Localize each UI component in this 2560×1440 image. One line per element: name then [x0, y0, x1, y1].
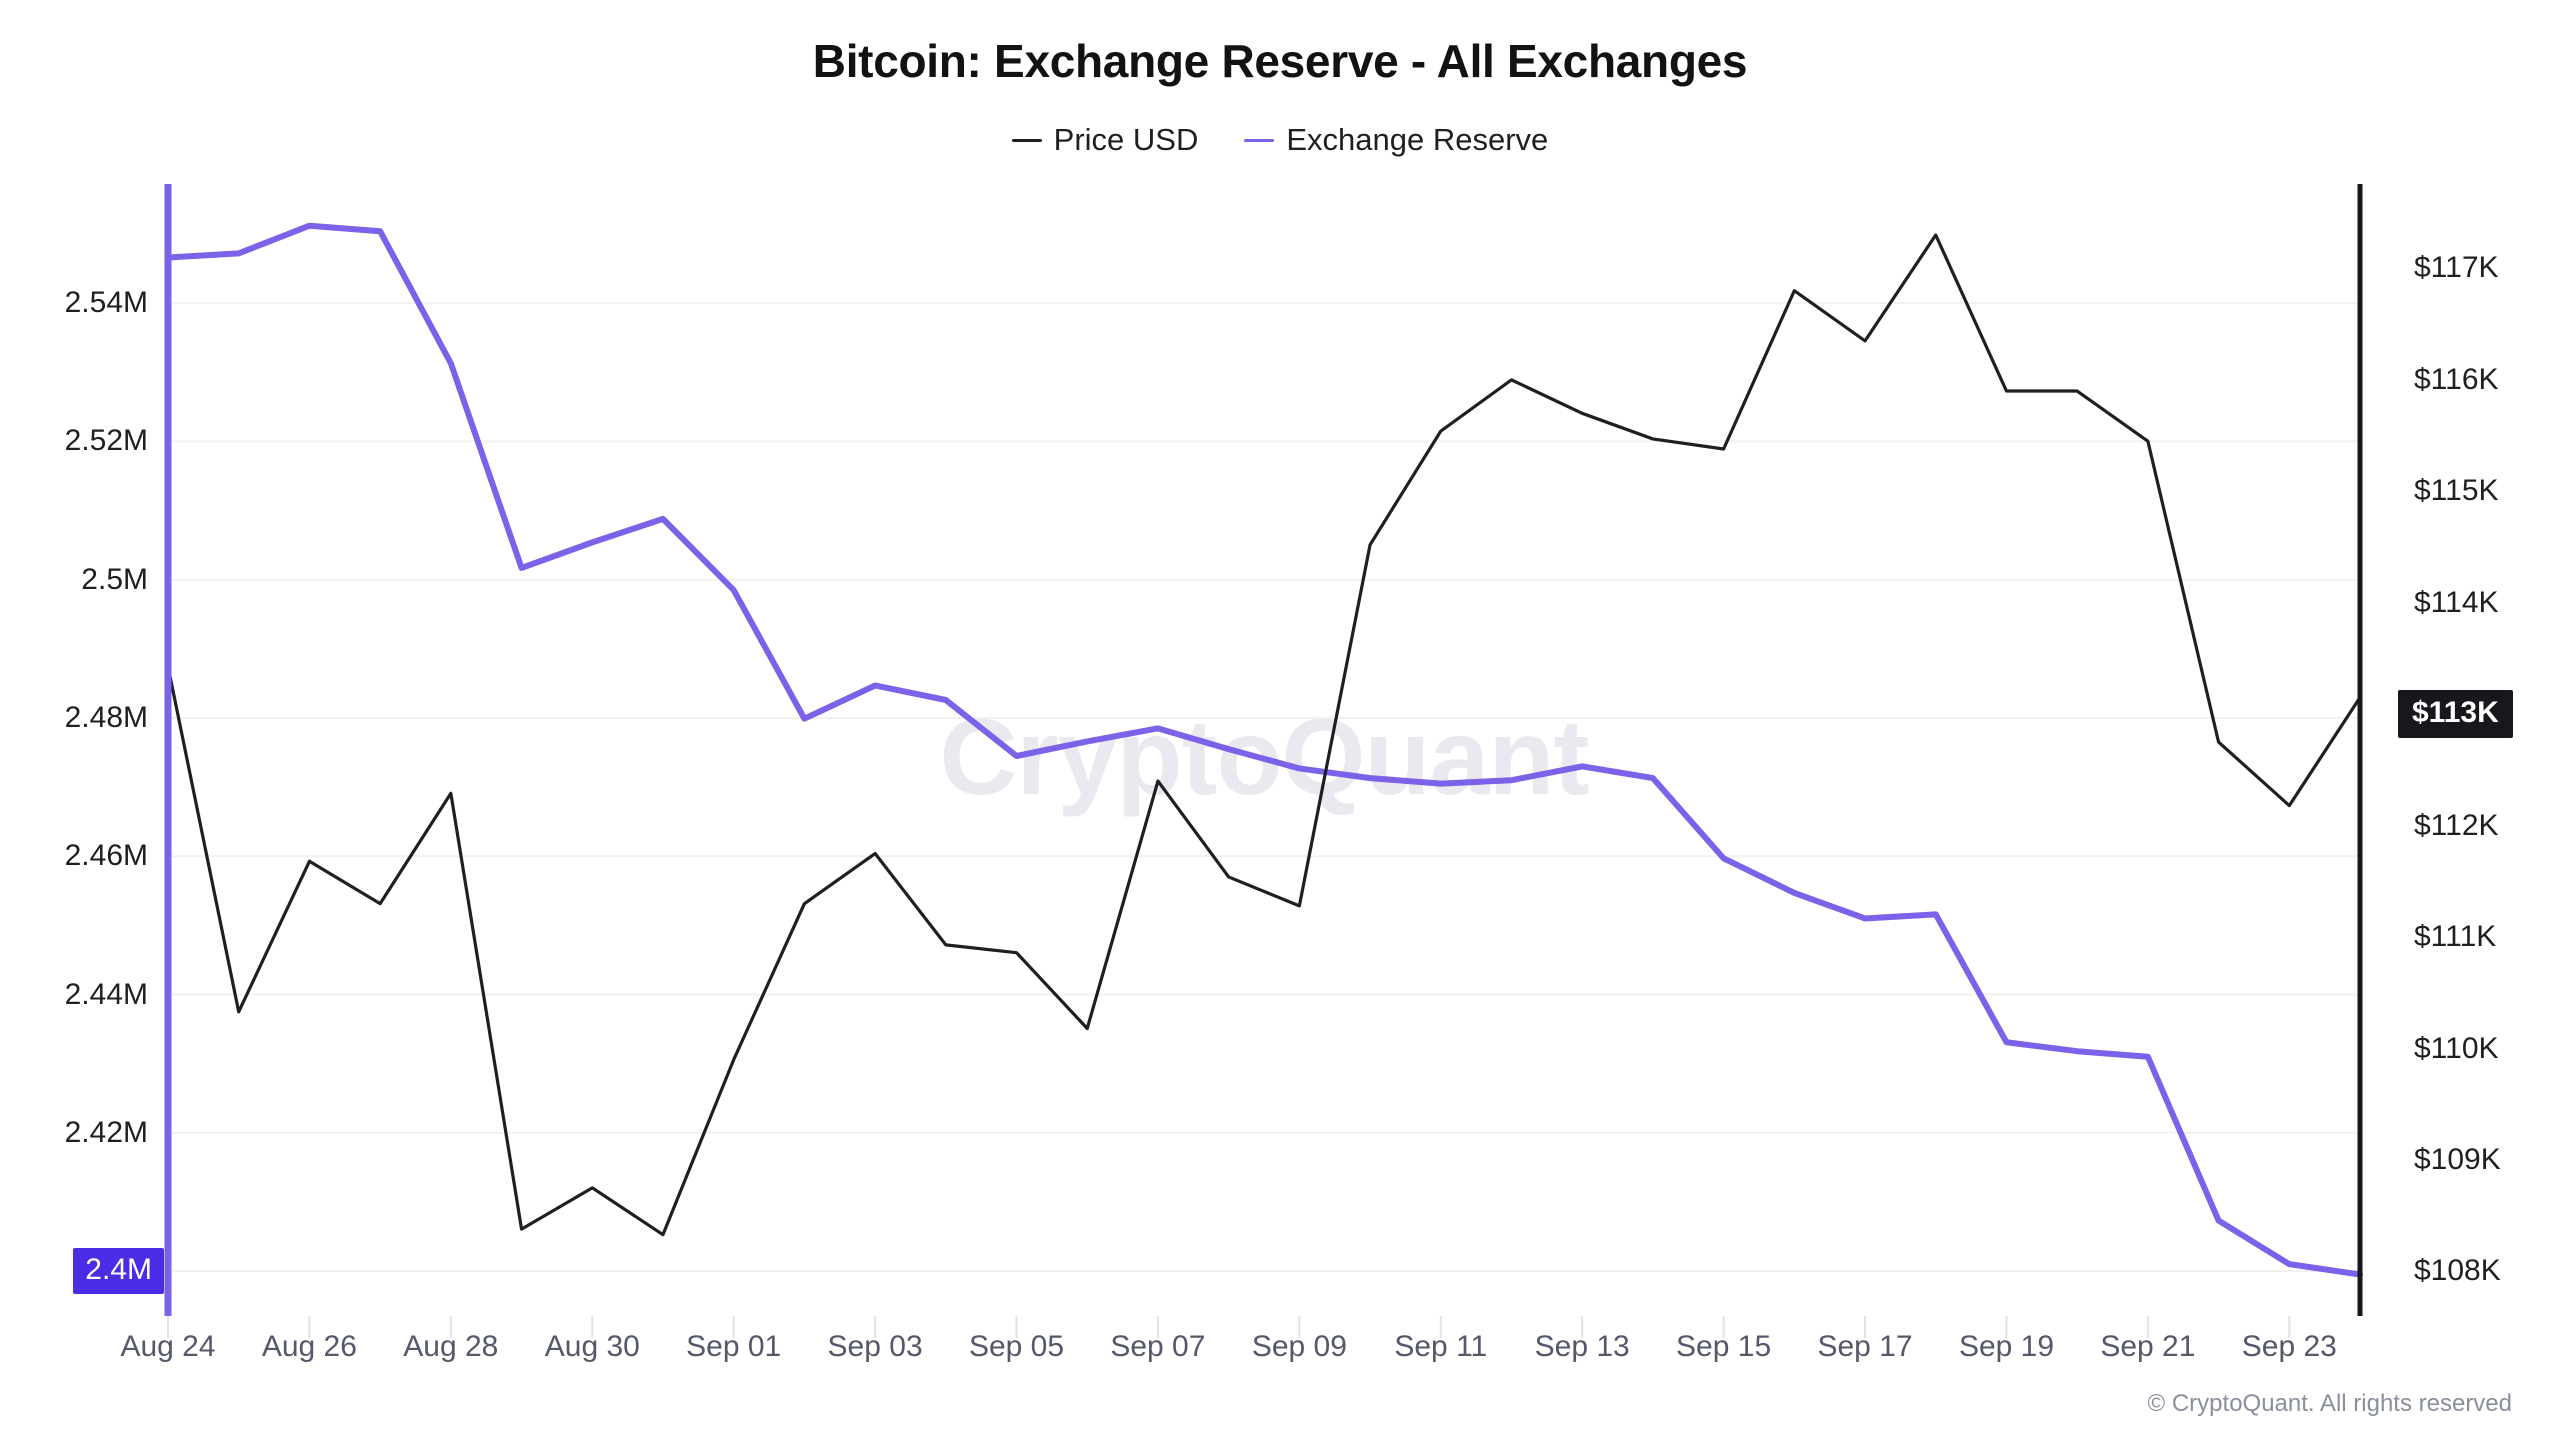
x-axis-tick: Sep 23	[2241, 1330, 2337, 1363]
y-axis-left: 2.54M 2.52M 2.5M 2.48M 2.46M 2.44M 2.42M 2.4M	[0, 196, 170, 1316]
y-axis-right-tick: $112K	[2414, 808, 2499, 842]
y-axis-right-tick: $116K	[2414, 362, 2499, 396]
x-axis-tick: Sep 11	[1394, 1330, 1488, 1363]
y-axis-right-tick: $110K	[2414, 1031, 2499, 1065]
y-axis-right-tick: $109K	[2414, 1143, 2501, 1176]
y-axis-right-tick: $113K	[2398, 690, 2513, 739]
legend-item-price-usd[interactable]: Price USD	[1011, 122, 1199, 158]
y-axis-left-tick: 2.42M	[64, 1115, 148, 1149]
y-axis-left-tick: 2.46M	[64, 839, 148, 873]
legend-item-exchange-reserve[interactable]: Exchange Reserve	[1244, 122, 1548, 158]
x-axis-tick: Sep 07	[1110, 1330, 1206, 1363]
y-axis-left-tick: 2.48M	[64, 701, 148, 734]
footer-copyright: © CryptoQuant. All rights reserved	[2147, 1390, 2513, 1417]
x-axis-tick: Sep 09	[1251, 1330, 1347, 1363]
x-axis-tick: Sep 01	[686, 1330, 782, 1363]
plot-area: CryptoQuant	[164, 184, 2363, 1338]
legend-swatch-exchange-reserve	[1244, 138, 1275, 142]
y-axis-left-tick: 2.52M	[64, 424, 148, 458]
legend-label-price-usd: Price USD	[1053, 122, 1199, 157]
x-axis-tick: Aug 30	[544, 1330, 640, 1363]
x-axis-tick: Sep 19	[1958, 1330, 2055, 1363]
series-line-exchange-reserve	[165, 222, 2363, 1278]
x-axis-tick: Sep 13	[1534, 1330, 1630, 1363]
chart-title: Bitcoin: Exchange Reserve - All Exchange…	[812, 35, 1748, 87]
chart-legend: Price USD Exchange Reserve	[0, 122, 2560, 158]
plot-svg	[164, 184, 2363, 1338]
y-axis-left-tick: 2.5M	[81, 562, 148, 596]
y-axis-right-tick: $111K	[2414, 920, 2497, 954]
x-axis-tick: Aug 26	[261, 1330, 357, 1363]
legend-label-exchange-reserve: Exchange Reserve	[1286, 122, 1549, 157]
y-axis-right-tick: $114K	[2414, 585, 2499, 619]
gridlines	[168, 302, 2360, 1273]
y-axis-right-tick: $117K	[2414, 251, 2499, 285]
y-axis-right: $117K $116K $115K $114K $113K $112K $111K $110K…	[2392, 196, 2560, 1316]
legend-swatch-price-usd	[1011, 138, 1042, 142]
x-axis-tick: Sep 15	[1676, 1330, 1772, 1363]
x-axis-tick: Aug 24	[120, 1330, 216, 1363]
y-axis-right-tick: $108K	[2414, 1254, 2501, 1288]
x-axis-tick: Aug 28	[403, 1330, 499, 1363]
y-axis-left-tick: 2.4M	[73, 1248, 164, 1295]
x-axis: Aug 24 Aug 26 Aug 28 Aug 30 Sep 01 Sep 03 Sep …	[120, 1330, 2360, 1380]
x-gridlines	[167, 1316, 2291, 1338]
series-line-price-usd	[166, 233, 2362, 1237]
y-axis-right-tick: $115K	[2414, 474, 2499, 508]
x-axis-tick: Sep 03	[827, 1330, 923, 1363]
x-axis-tick: Sep 05	[968, 1330, 1065, 1363]
y-axis-left-tick: 2.54M	[64, 286, 148, 320]
x-axis-tick: Sep 17	[1817, 1330, 1913, 1363]
y-axis-left-tick: 2.44M	[64, 977, 148, 1011]
x-axis-tick: Sep 21	[2100, 1330, 2196, 1363]
